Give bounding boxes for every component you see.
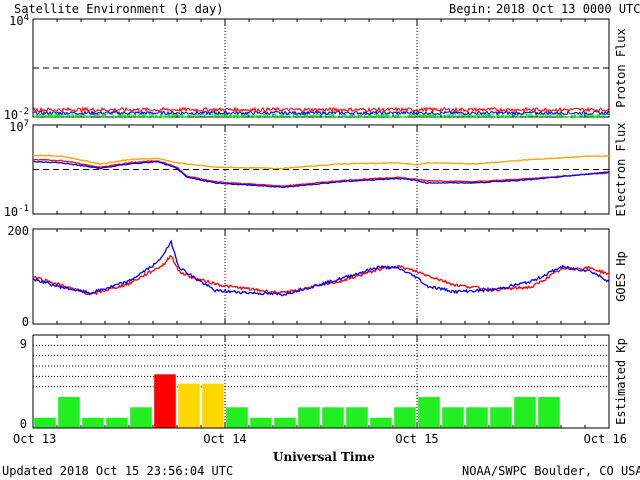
y-tick-label: 10-2 xyxy=(4,107,29,122)
series-line-orange xyxy=(32,154,610,170)
panel-proton-flux: 104 10-2 Proton Flux xyxy=(4,13,628,122)
series-line-blue xyxy=(32,109,610,116)
x-tick-label: Oct 13 xyxy=(13,432,56,446)
panel-estimated-kp: 9 0 Estimated Kp Oct 13 Oct 14 Oct 15 Oct 16 xyxy=(13,334,628,446)
y-tick-label: 104 xyxy=(9,13,29,28)
series-line-red xyxy=(32,158,610,188)
kp-bar xyxy=(298,407,320,428)
kp-bar xyxy=(106,417,128,428)
kp-bar xyxy=(538,397,560,428)
panel-frame xyxy=(32,18,610,118)
y-tick-label: 0 xyxy=(20,417,27,431)
x-tick-label: Oct 16 xyxy=(584,432,627,446)
kp-bar xyxy=(250,417,272,428)
y-tick-label: 10-1 xyxy=(4,204,29,219)
kp-bar xyxy=(202,383,224,428)
credit-text: NOAA/SWPC Boulder, CO USA xyxy=(462,464,640,478)
y-tick-label: 0 xyxy=(22,315,29,329)
y-tick-label: 200 xyxy=(7,224,29,238)
x-tick-label: Oct 14 xyxy=(203,432,246,446)
kp-bar xyxy=(130,407,152,428)
kp-bar xyxy=(154,374,176,428)
series-line-blue xyxy=(32,239,610,297)
kp-bar xyxy=(466,407,488,428)
kp-bar xyxy=(34,417,56,428)
kp-bar xyxy=(418,397,440,428)
y-tick-label: 9 xyxy=(20,337,27,351)
y-axis-label: GOES Hp xyxy=(614,251,628,302)
panel-electron-flux: 107 10-1 Electron Flux xyxy=(4,119,628,219)
kp-bar xyxy=(394,407,416,428)
panel-frame xyxy=(32,124,610,215)
kp-bar xyxy=(178,383,200,428)
series-line-red xyxy=(32,105,610,114)
y-axis-label: Proton Flux xyxy=(614,28,628,107)
kp-bar xyxy=(346,407,368,428)
begin-label: Begin: xyxy=(449,2,493,16)
plot-title: Satellite Environment (3 day) xyxy=(14,2,224,16)
panel-frame xyxy=(32,228,610,325)
updated-timestamp: Updated 2018 Oct 15 23:56:04 UTC xyxy=(2,464,234,478)
kp-bar xyxy=(370,417,392,428)
x-axis-label: Universal Time xyxy=(273,450,375,464)
series-line-blue xyxy=(32,160,610,189)
begin-value: 2018 Oct 13 0000 UTC xyxy=(496,2,640,16)
kp-bar xyxy=(322,407,344,428)
x-tick-label: Oct 15 xyxy=(395,432,438,446)
kp-bar xyxy=(490,407,512,428)
y-axis-label: Estimated Kp xyxy=(614,338,628,425)
kp-bar xyxy=(442,407,464,428)
kp-bar xyxy=(274,417,296,428)
series-line-red xyxy=(32,254,610,296)
kp-bar xyxy=(514,397,536,428)
kp-bar xyxy=(82,417,104,428)
kp-bar xyxy=(226,407,248,428)
kp-bar xyxy=(58,397,80,428)
y-axis-label: Electron Flux xyxy=(614,123,628,217)
y-tick-label: 107 xyxy=(9,119,29,134)
panel-goes-hp: 200 0 GOES Hp xyxy=(7,224,628,329)
